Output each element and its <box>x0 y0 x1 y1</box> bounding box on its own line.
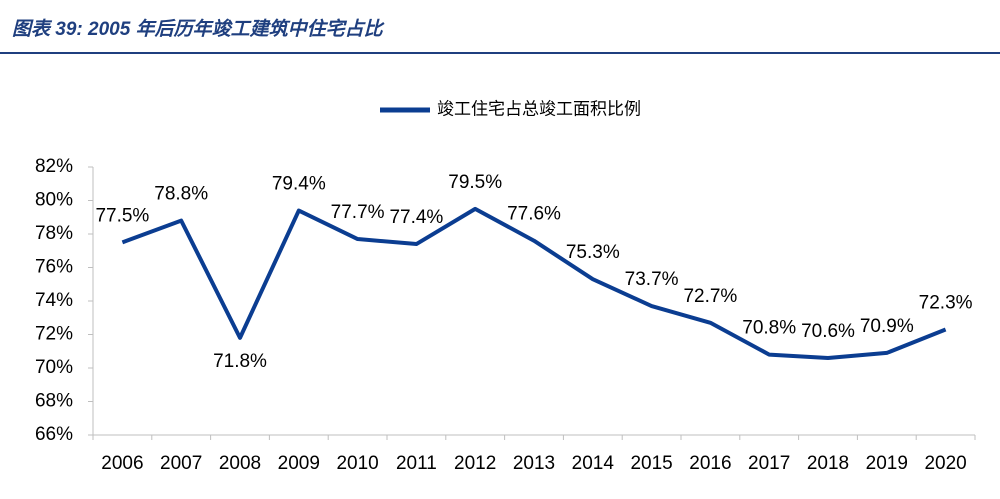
value-label: 79.4% <box>272 174 326 195</box>
chart-title: 图表 39: 2005 年后历年竣工建筑中住宅占比 <box>12 18 385 40</box>
x-tick-label: 2015 <box>630 453 672 474</box>
value-label: 77.5% <box>95 205 149 226</box>
data-line <box>121 206 947 360</box>
value-label: 72.3% <box>919 292 973 313</box>
value-label: 79.5% <box>448 172 502 193</box>
y-tick-label: 68% <box>35 391 73 412</box>
legend-label: 竣工住宅占总竣工面积比例 <box>437 99 641 118</box>
x-tick-label: 2008 <box>219 453 261 474</box>
value-label: 78.8% <box>154 184 208 205</box>
y-tick-label: 66% <box>35 424 73 445</box>
value-label: 72.7% <box>683 286 737 307</box>
x-tick-label: 2014 <box>572 453 615 474</box>
x-tick-label: 2012 <box>454 453 496 474</box>
x-tick-label: 2018 <box>807 453 849 474</box>
x-tick-label: 2009 <box>278 453 320 474</box>
x-tick-label: 2007 <box>160 453 202 474</box>
value-label: 77.6% <box>507 204 561 225</box>
value-label: 77.7% <box>331 202 385 223</box>
y-tick-label: 80% <box>35 190 73 211</box>
x-tick-label: 2013 <box>513 453 555 474</box>
value-label: 75.3% <box>566 242 620 263</box>
value-label: 70.9% <box>860 316 914 337</box>
x-tick-label: 2017 <box>748 453 790 474</box>
y-tick-label: 76% <box>35 257 73 278</box>
x-tick-label: 2010 <box>336 453 378 474</box>
value-label: 73.7% <box>625 269 679 290</box>
x-tick-label: 2020 <box>924 453 966 474</box>
x-tick-label: 2019 <box>866 453 908 474</box>
y-tick-label: 82% <box>35 156 73 177</box>
y-tick-label: 70% <box>35 357 73 378</box>
x-tick-label: 2011 <box>396 453 437 474</box>
x-tick-label: 2006 <box>101 453 143 474</box>
value-label: 70.6% <box>801 321 855 342</box>
x-tick-label: 2016 <box>689 453 731 474</box>
value-label: 77.4% <box>389 207 443 228</box>
y-tick-label: 72% <box>35 324 73 345</box>
value-label: 70.8% <box>742 318 796 339</box>
y-tick-label: 74% <box>35 290 73 311</box>
y-tick-label: 78% <box>35 223 73 244</box>
value-label: 71.8% <box>213 351 267 372</box>
